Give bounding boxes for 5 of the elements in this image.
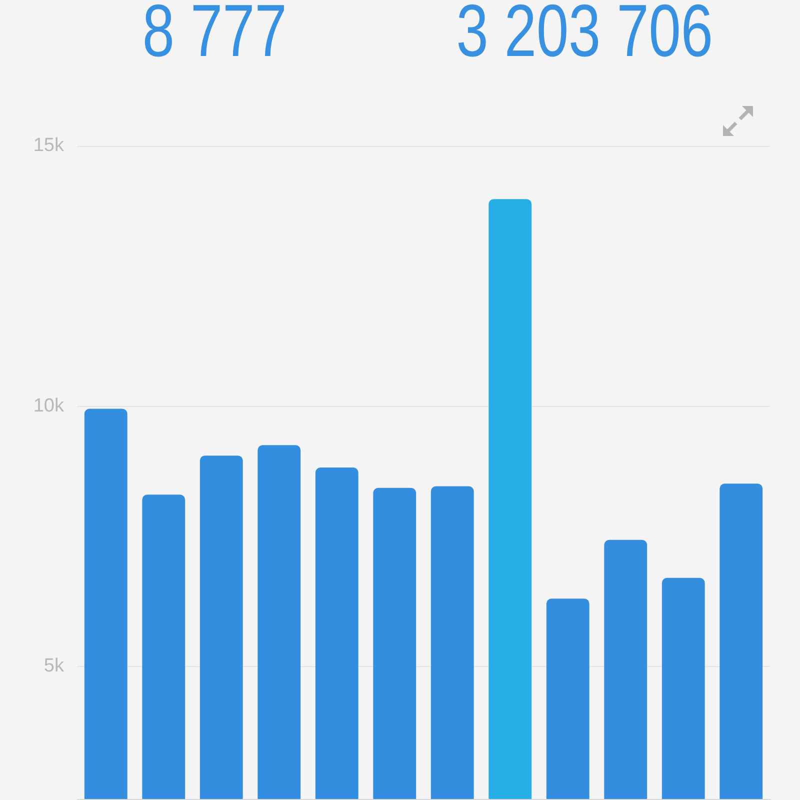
y-tick-label: 15k (33, 135, 64, 156)
y-tick-label: 10k (33, 395, 64, 416)
text: 3 203 706 (456, 0, 714, 72)
y-tick-label: 5k (44, 656, 64, 677)
text: 8 777 (142, 0, 288, 72)
